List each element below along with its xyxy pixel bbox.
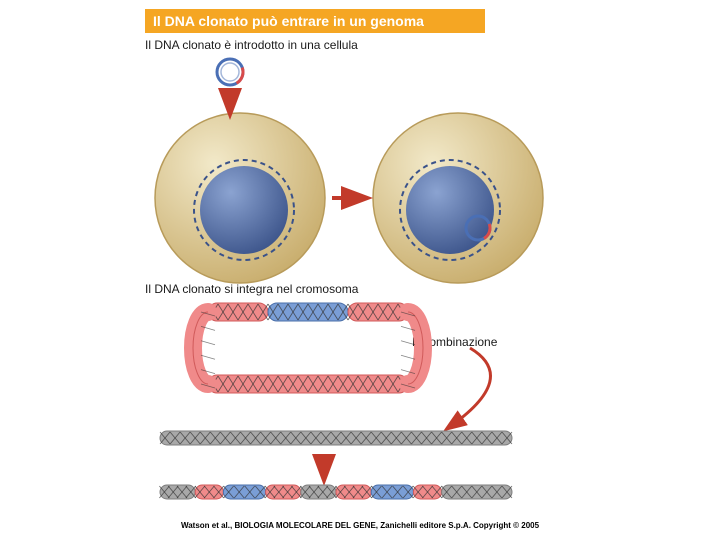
diagram-svg [0,0,720,540]
citation-text: Watson et al., BIOLOGIA MOLECOLARE DEL G… [0,521,720,530]
